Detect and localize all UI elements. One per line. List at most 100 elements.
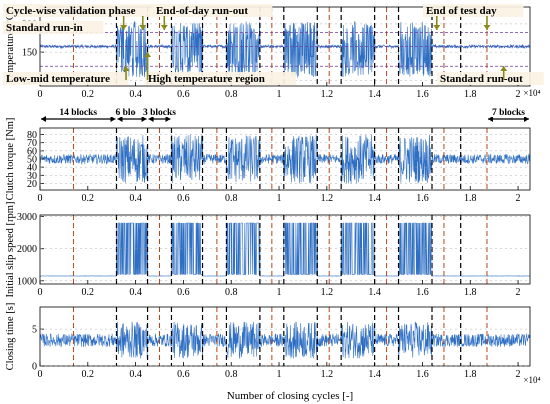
- annotation-end-of-day-run-out: End-of-day run-out: [153, 4, 273, 30]
- boundaries-torque: [72, 128, 488, 190]
- annotation-bg-end-of-day-run-out: [153, 4, 273, 17]
- axes-temperature: 10015020000.20.40.60.811.21.41.61.82Temp…: [5, 6, 531, 100]
- annotation-text-standard-run-out: Standard run-out: [440, 73, 523, 85]
- annotation-low-mid-temperature: Low-mid temperature: [3, 66, 130, 85]
- y-axis-label-temperature: Temperature [°C]: [5, 10, 16, 84]
- signal-trace-temperature: [39, 21, 531, 78]
- signal-layer: [39, 21, 531, 359]
- y-tick-label-slip_speed-1: 2000: [17, 244, 37, 255]
- y-tick-label-closing_time-1: 5: [32, 325, 37, 336]
- block-count-arrow-left-blocks-6a: [117, 116, 123, 122]
- annotation-layer: Cycle-wise validation phase Standard run-…: [3, 4, 544, 122]
- x-tick-label-closing_time-7: 1.4: [368, 369, 381, 380]
- x-tick-label-slip_speed-0: 0: [38, 287, 43, 298]
- axes-frame-temperature: [39, 6, 531, 87]
- block-count-arrow-left-blocks-3: [148, 116, 154, 122]
- block-count-arrow-left-blocks-14: [41, 116, 46, 122]
- block-count-label-blocks-14: 14 blocks: [59, 108, 97, 118]
- x-tick-label-temperature-2: 0.4: [129, 89, 142, 100]
- x-tick-label-torque-5: 1: [277, 193, 282, 204]
- annotation-arrowhead-low-mid-temperature-0: [122, 66, 130, 71]
- axes-slip_speed: 1000 2000 3000 0 0.2 0.4 0.6 0.8 1 1.2 1.4 1.6 1.8 2 I…: [5, 202, 531, 298]
- x-tick-label-closing_time-9: 1.8: [464, 369, 477, 380]
- x-tick-label-temperature-0: 0: [38, 89, 43, 100]
- x-tick-label-temperature-7: 1.4: [368, 89, 381, 100]
- annotation-standard-run-in: Standard run-in: [3, 21, 104, 34]
- x-tick-label-torque-2: 0.4: [129, 193, 142, 204]
- block-count-label-blocks-7: 7 blocks: [492, 108, 525, 118]
- annotation-bg-cycle-wise-validation: [3, 4, 180, 17]
- annotation-arrowhead-end-of-day-run-out-0: [160, 25, 168, 30]
- y-tick-label-torque-6: 80: [27, 130, 37, 141]
- x-tick-label-torque-8: 1.6: [416, 193, 429, 204]
- axes-frame-slip_speed: [39, 214, 531, 285]
- x-tick-label-torque-6: 1.2: [321, 193, 334, 204]
- x-tick-label-torque-10: 2: [516, 193, 521, 204]
- y-tick-label-slip_speed-2: 3000: [17, 212, 37, 223]
- x-tick-label-slip_speed-7: 1.4: [368, 287, 381, 298]
- y-tick-label-slip_speed-0: 1000: [17, 276, 37, 287]
- annotation-arrowhead-high-temperature-region-0: [144, 52, 152, 57]
- x-tick-label-closing_time-0: 0: [38, 369, 43, 380]
- x-tick-label-closing_time-8: 1.6: [416, 369, 429, 380]
- boundaries-slip_speed: [72, 215, 488, 284]
- x-multiplier-label: ×10⁴: [523, 375, 540, 385]
- x-multiplier-label: ×10⁴: [523, 88, 540, 98]
- y-tick-label-torque-5: 70: [27, 138, 37, 149]
- x-tick-label-slip_speed-1: 0.2: [82, 287, 95, 298]
- x-tick-label-temperature-4: 0.8: [225, 89, 238, 100]
- annotation-text-standard-run-in: Standard run-in: [6, 22, 83, 34]
- subplot-temperature: [39, 21, 531, 78]
- annotation-standard-run-out: Standard run-out: [437, 66, 544, 85]
- y-tick-label-torque-1: 30: [27, 171, 37, 182]
- x-tick-label-torque-1: 0.2: [82, 193, 95, 204]
- x-tick-label-torque-3: 0.6: [177, 193, 190, 204]
- annotation-cycle-wise-validation: Cycle-wise validation phase: [3, 4, 180, 30]
- x-tick-label-closing_time-4: 0.8: [225, 369, 238, 380]
- annotation-arrowhead-cycle-wise-validation-1: [139, 25, 147, 30]
- block-count-blocks-7: 7 blocks: [484, 106, 533, 122]
- y-tick-label-torque-3: 50: [27, 155, 37, 166]
- y-axis-label-slip_speed: Initial slip speed [rpm]: [5, 202, 16, 298]
- block-count-arrow-right-blocks-14: [110, 116, 116, 122]
- boundaries-closing_time: [72, 307, 488, 366]
- x-tick-label-temperature-5: 1: [277, 89, 282, 100]
- x-tick-label-slip_speed-8: 1.6: [416, 287, 429, 298]
- subplot-torque: [39, 134, 531, 184]
- y-axis-label-closing_time: Closing time [s]: [5, 303, 16, 371]
- x-tick-label-closing_time-3: 0.6: [177, 369, 190, 380]
- block-count-blocks-14: 14 blocks: [41, 106, 116, 122]
- block-count-arrow-right-blocks-7: [524, 116, 529, 122]
- x-tick-label-torque-4: 0.8: [225, 193, 238, 204]
- block-count-bg-blocks-7: [484, 106, 533, 117]
- x-tick-label-slip_speed-10: 2: [516, 287, 521, 298]
- x-tick-label-closing_time-6: 1.2: [321, 369, 334, 380]
- x-tick-label-temperature-8: 1.6: [416, 89, 429, 100]
- x-tick-label-torque-7: 1.4: [368, 193, 381, 204]
- annotation-text-end-of-day-run-out: End-of-day run-out: [156, 5, 248, 17]
- x-tick-label-closing_time-1: 0.2: [82, 369, 95, 380]
- block-count-arrow-right-blocks-3: [165, 116, 171, 122]
- annotation-text-end-of-test-day: End of test day: [426, 5, 497, 17]
- annotation-text-low-mid-temperature: Low-mid temperature: [6, 73, 110, 85]
- x-tick-label-temperature-10: 2: [516, 89, 521, 100]
- axes-closing_time: 0 5 0 0.2 0.4 0.6 0.8 1 1.2 1.4 1.6 1.8 2 Closing tim…: [5, 303, 531, 380]
- x-tick-label-temperature-9: 1.8: [464, 89, 477, 100]
- y-tick-label-torque-4: 60: [27, 146, 37, 157]
- subplot-closing_time: [39, 321, 531, 359]
- annotation-arrowhead-standard-run-out-0: [500, 66, 508, 71]
- signal-trace-slip_speed: [39, 222, 531, 277]
- block-count-arrow-right-blocks-6a: [141, 116, 147, 122]
- x-tick-label-torque-0: 0: [38, 193, 43, 204]
- x-tick-label-temperature-3: 0.6: [177, 89, 190, 100]
- block-count-label-blocks-3: 3 blocks: [143, 108, 176, 118]
- x-tick-label-temperature-6: 1.2: [321, 89, 334, 100]
- y-tick-label-temperature-1: 150: [22, 48, 37, 59]
- annotation-bg-standard-run-out: [437, 72, 544, 85]
- x-tick-label-closing_time-10: 2: [516, 369, 521, 380]
- annotation-bg-end-of-test-day: [423, 4, 524, 17]
- signal-trace-closing_time: [39, 321, 531, 359]
- x-tick-label-slip_speed-5: 1: [277, 287, 282, 298]
